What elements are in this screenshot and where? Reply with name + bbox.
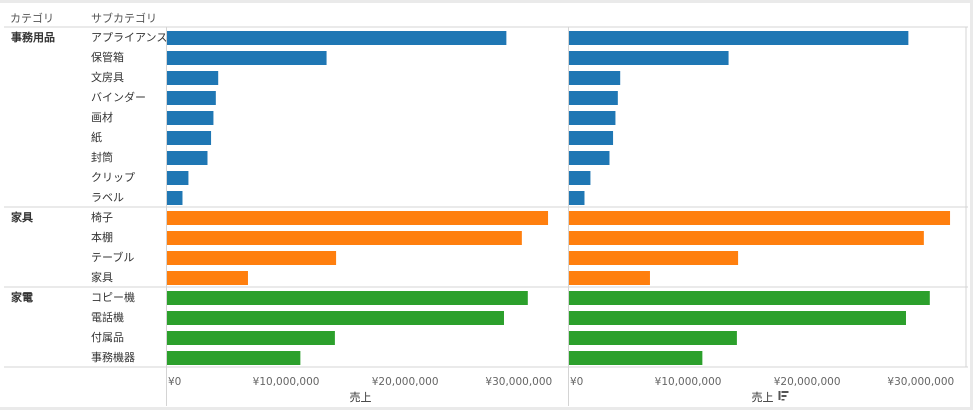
subcategory-label: 封筒 <box>91 150 113 164</box>
bar <box>569 31 909 45</box>
subcategory-label: 付属品 <box>91 331 124 344</box>
x-axis-title: 売上 <box>350 391 372 404</box>
bar <box>569 191 585 205</box>
bar <box>569 271 650 285</box>
subcategory-label: 本棚 <box>91 230 113 244</box>
bar <box>569 291 930 305</box>
subcategory-label: 保管箱 <box>91 50 124 64</box>
bar <box>569 71 621 85</box>
bar <box>569 231 924 245</box>
subcategory-label: バインダー <box>91 90 146 104</box>
bar <box>167 111 214 125</box>
subcategory-label: 紙 <box>91 130 102 144</box>
category-column-header: カテゴリ <box>10 11 54 25</box>
category-label: 事務用品 <box>11 30 55 44</box>
subcategory-label: コピー機 <box>91 290 135 304</box>
bar <box>167 311 504 325</box>
top-border <box>0 0 973 3</box>
x-tick-label: ¥10,000,000 <box>655 376 722 388</box>
bar <box>569 171 591 185</box>
subcategory-label: 事務機器 <box>91 350 135 364</box>
x-tick-label: ¥0 <box>168 376 181 388</box>
sort-icon-bar-short <box>781 399 785 401</box>
bar <box>167 271 248 285</box>
bar <box>167 211 549 225</box>
x-tick-label: ¥0 <box>570 376 583 388</box>
subcategory-column-header: サブカテゴリ <box>91 11 157 25</box>
x-tick-label: ¥10,000,000 <box>253 376 320 388</box>
subcategory-label: 文房具 <box>91 70 124 84</box>
subcategory-label: 電話機 <box>91 310 124 324</box>
category-label: 家電 <box>11 290 33 304</box>
bar <box>569 311 906 325</box>
right-border <box>970 0 973 410</box>
subcategory-label: 家具 <box>91 270 113 284</box>
bars-layer <box>167 31 951 365</box>
x-axis-title: 売上 <box>752 391 774 404</box>
bar <box>167 51 327 65</box>
x-tick-label: ¥30,000,000 <box>887 376 954 388</box>
bar <box>569 351 703 365</box>
subcategory-label: 画材 <box>91 110 113 124</box>
bar <box>167 351 301 365</box>
bar <box>167 151 208 165</box>
bar <box>167 251 337 265</box>
bar <box>167 31 507 45</box>
bar <box>569 151 610 165</box>
sort-icon-stem <box>778 391 781 400</box>
bottom-border <box>0 407 973 410</box>
bar <box>167 291 528 305</box>
bar <box>569 131 614 145</box>
bar <box>167 71 219 85</box>
bar <box>167 91 216 105</box>
bar <box>569 91 618 105</box>
bar <box>569 51 729 65</box>
category-label: 家具 <box>11 210 33 224</box>
axis-layer: ¥0 ¥10,000,000 ¥20,000,000 ¥30,000,000 売上 ¥0 ¥… <box>168 376 954 404</box>
bar <box>167 331 335 345</box>
bar <box>569 331 737 345</box>
subcategory-label: テーブル <box>91 250 134 264</box>
bar <box>569 251 739 265</box>
subcategory-label: 椅子 <box>91 210 113 224</box>
bar <box>167 171 189 185</box>
subcategory-label: ラベル <box>91 191 124 204</box>
subcategory-label: クリップ <box>91 171 135 184</box>
x-tick-label: ¥20,000,000 <box>372 376 439 388</box>
bar <box>167 131 212 145</box>
x-tick-label: ¥20,000,000 <box>774 376 841 388</box>
sort-icon-bar-long <box>781 391 789 393</box>
sort-icon-bar-mid <box>781 395 787 397</box>
x-tick-label: ¥30,000,000 <box>485 376 552 388</box>
bar <box>569 211 951 225</box>
bar <box>167 231 522 245</box>
subcategory-label: アプライアンス <box>91 31 167 44</box>
sort-descending-icon[interactable] <box>778 391 789 401</box>
bar <box>569 111 616 125</box>
grid-layer <box>4 26 968 406</box>
bar <box>167 191 183 205</box>
